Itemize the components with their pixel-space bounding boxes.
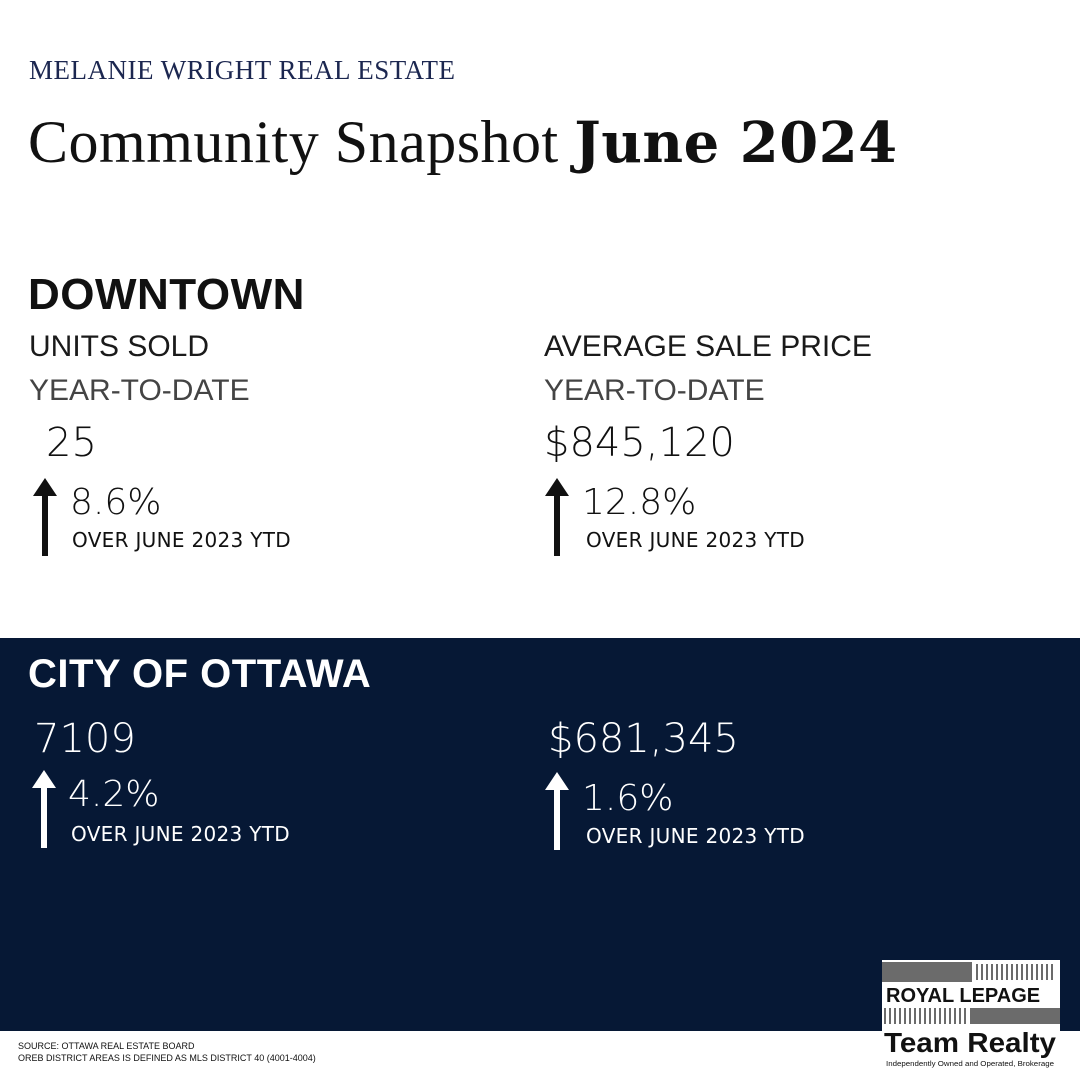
svg-text:Team Realty: Team Realty — [884, 1027, 1056, 1058]
ottawa-heading: CITY OF OTTAWA — [28, 652, 372, 696]
district-text: OREB DISTRICT AREAS IS DEFINED AS MLS DI… — [18, 1053, 316, 1063]
downtown-price-change-note: OVER JUNE 2023 YTD — [586, 528, 805, 552]
ottawa-units-value: 7109 — [34, 716, 136, 762]
title-prefix: Community Snapshot — [28, 109, 559, 175]
downtown-price-change: 12.8% — [582, 482, 697, 523]
ottawa-price-value: $681,345 — [548, 716, 739, 762]
downtown-units-change-note: OVER JUNE 2023 YTD — [72, 528, 291, 552]
royal-lepage-logo: ROYAL LEPAGE Team Realty Independently O… — [882, 960, 1060, 1074]
downtown-heading: DOWNTOWN — [28, 270, 305, 319]
avg-price-label: AVERAGE SALE PRICE — [544, 330, 872, 363]
page-title: Community Snapshot June 2024 — [28, 108, 898, 177]
ottawa-price-change: 1.6% — [582, 778, 674, 819]
title-date: June 2024 — [574, 110, 898, 176]
price-ytd-label: YEAR-TO-DATE — [544, 374, 765, 407]
footer-source-note: SOURCE: OTTAWA REAL ESTATE BOARD OREB DI… — [18, 1040, 316, 1064]
arrow-up-icon — [33, 478, 57, 556]
arrow-up-icon — [32, 770, 56, 848]
downtown-units-change: 8.6% — [70, 482, 162, 523]
arrow-up-icon — [545, 772, 569, 850]
svg-text:Independently Owned and Operat: Independently Owned and Operated, Broker… — [886, 1061, 1054, 1068]
downtown-price-value: $845,120 — [544, 420, 735, 466]
units-ytd-label: YEAR-TO-DATE — [29, 374, 250, 407]
arrow-up-icon — [545, 478, 569, 556]
ottawa-units-change: 4.2% — [68, 774, 160, 815]
ottawa-units-change-note: OVER JUNE 2023 YTD — [71, 822, 290, 846]
svg-text:ROYAL LEPAGE: ROYAL LEPAGE — [886, 985, 1040, 1007]
units-sold-label: UNITS SOLD — [29, 330, 210, 363]
downtown-units-value: 25 — [46, 420, 97, 466]
source-text: SOURCE: OTTAWA REAL ESTATE BOARD — [18, 1041, 195, 1051]
ottawa-price-change-note: OVER JUNE 2023 YTD — [586, 824, 805, 848]
brand-name: MELANIE WRIGHT REAL ESTATE — [29, 55, 456, 85]
